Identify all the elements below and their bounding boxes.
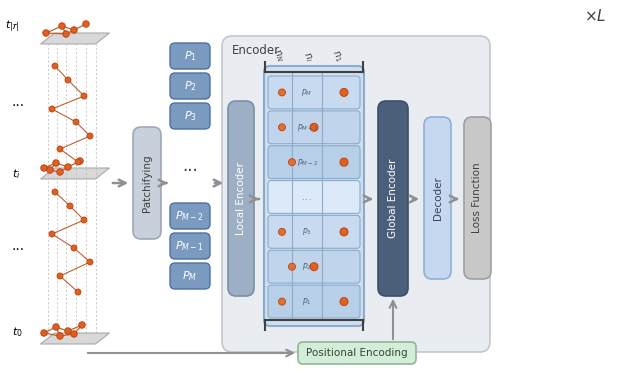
Text: Loss Function: Loss Function [472,163,483,233]
Text: ...: ... [182,157,198,175]
FancyBboxPatch shape [222,36,490,352]
Circle shape [63,31,69,37]
FancyBboxPatch shape [133,127,161,239]
FancyBboxPatch shape [298,342,416,364]
Text: $t_i$: $t_i$ [12,167,20,181]
Text: $p_2$: $p_2$ [302,261,312,272]
Circle shape [310,123,318,131]
Text: $p_{M-1}$: $p_{M-1}$ [296,122,317,133]
Circle shape [75,159,81,165]
Circle shape [57,169,63,175]
FancyBboxPatch shape [228,101,254,296]
Circle shape [81,93,87,99]
Text: $p_1$: $p_1$ [302,296,312,307]
FancyBboxPatch shape [464,117,491,279]
Polygon shape [40,333,109,344]
FancyBboxPatch shape [170,203,210,229]
FancyBboxPatch shape [170,263,210,289]
FancyBboxPatch shape [268,285,360,318]
Circle shape [59,23,65,29]
Circle shape [278,89,285,96]
Circle shape [75,289,81,295]
Circle shape [87,133,93,139]
Circle shape [340,298,348,306]
Text: Global Encoder: Global Encoder [388,159,398,238]
Text: Decoder: Decoder [433,176,442,220]
Circle shape [43,30,49,36]
FancyBboxPatch shape [264,66,364,326]
Circle shape [289,159,296,166]
Circle shape [278,298,285,305]
Polygon shape [40,168,109,179]
Circle shape [81,217,87,223]
Text: Patchifying: Patchifying [142,154,152,212]
Circle shape [71,331,77,337]
FancyBboxPatch shape [424,117,451,279]
Circle shape [57,273,63,279]
Text: $t_{|\mathcal{T}|}$: $t_{|\mathcal{T}|}$ [5,18,20,34]
Text: $n_i$: $n_i$ [300,50,314,64]
Circle shape [41,165,47,171]
Circle shape [52,160,60,166]
FancyBboxPatch shape [268,181,360,214]
Circle shape [278,229,285,235]
Circle shape [52,63,58,69]
Circle shape [87,259,93,265]
Text: $p_M$: $p_M$ [301,87,313,98]
Text: $p_3$: $p_3$ [302,226,312,237]
Circle shape [340,88,348,96]
Text: $P_{M-2}$: $P_{M-2}$ [175,209,205,223]
Text: $n_1$: $n_1$ [329,48,345,64]
Circle shape [65,77,71,83]
Circle shape [52,324,60,330]
Circle shape [52,189,58,195]
Text: Encoder: Encoder [232,44,280,57]
Circle shape [340,228,348,236]
Circle shape [65,164,71,170]
Polygon shape [40,33,109,44]
Circle shape [77,158,83,164]
Circle shape [289,263,296,270]
Text: $P_3$: $P_3$ [184,109,196,123]
Circle shape [47,167,53,173]
FancyBboxPatch shape [378,101,408,296]
FancyBboxPatch shape [170,103,210,129]
Circle shape [73,119,79,125]
FancyBboxPatch shape [170,73,210,99]
Text: Positional Encoding: Positional Encoding [306,348,408,358]
Circle shape [65,328,71,334]
Circle shape [41,330,47,336]
Circle shape [71,27,77,33]
Text: Local Encoder: Local Encoder [236,162,246,235]
FancyBboxPatch shape [268,111,360,144]
Text: $n_N$: $n_N$ [270,47,286,64]
Circle shape [340,158,348,166]
Text: $p_{M-2}$: $p_{M-2}$ [296,157,317,168]
FancyBboxPatch shape [170,233,210,259]
Text: $P_2$: $P_2$ [184,79,196,93]
FancyBboxPatch shape [268,76,360,109]
Text: ...: ... [12,239,24,253]
Text: ...: ... [12,95,24,109]
Circle shape [71,245,77,251]
FancyBboxPatch shape [268,250,360,283]
FancyBboxPatch shape [268,146,360,178]
Circle shape [57,333,63,339]
Text: $P_{M-1}$: $P_{M-1}$ [175,239,205,253]
Text: $\times L$: $\times L$ [584,8,606,24]
Text: $...$: $...$ [301,193,313,202]
Circle shape [83,21,89,27]
Circle shape [310,263,318,271]
Circle shape [67,203,73,209]
Circle shape [49,106,55,112]
Text: $P_M$: $P_M$ [182,269,198,283]
Circle shape [79,322,85,328]
Circle shape [49,231,55,237]
Circle shape [57,146,63,152]
FancyBboxPatch shape [268,215,360,248]
Circle shape [278,124,285,131]
Text: $P_1$: $P_1$ [184,49,196,63]
Text: $t_0$: $t_0$ [12,325,23,339]
FancyBboxPatch shape [170,43,210,69]
